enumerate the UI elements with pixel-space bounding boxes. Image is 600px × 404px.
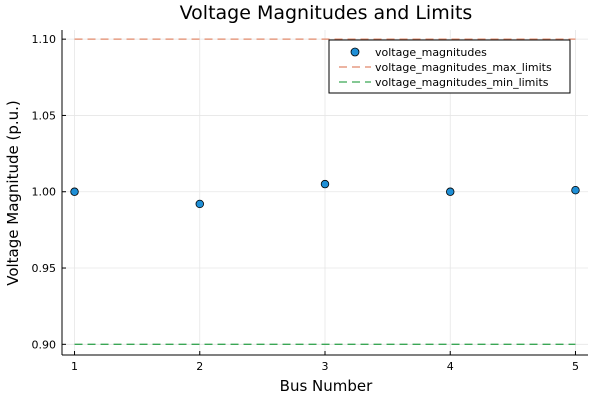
y-tick-label: 1.10 bbox=[32, 33, 57, 46]
chart-title: Voltage Magnitudes and Limits bbox=[180, 2, 473, 24]
y-tick-label: 1.05 bbox=[32, 109, 57, 122]
data-point bbox=[70, 187, 79, 196]
y-tick-label: 0.95 bbox=[32, 262, 57, 275]
x-tick-label: 4 bbox=[447, 360, 454, 373]
x-tick-label: 3 bbox=[322, 360, 329, 373]
x-axis-title: Bus Number bbox=[280, 377, 373, 395]
y-axis-title: Voltage Magnitude (p.u.) bbox=[4, 100, 22, 286]
x-tick-label: 1 bbox=[71, 360, 78, 373]
data-point bbox=[195, 199, 204, 209]
legend-label: voltage_magnitudes bbox=[375, 46, 487, 59]
data-point bbox=[571, 186, 580, 195]
data-point bbox=[320, 179, 330, 189]
legend-swatch-marker bbox=[350, 47, 360, 57]
x-tick-label: 5 bbox=[572, 360, 579, 373]
legend: voltage_magnitudes voltage_magnitudes_max… bbox=[328, 39, 571, 94]
axes-layer: 1 2 3 4 5 0.90 0.95 1.00 1.05 1.10 bbox=[32, 30, 588, 373]
legend-label: voltage_magnitudes_min_limits bbox=[375, 76, 549, 89]
y-tick-label: 0.90 bbox=[32, 338, 57, 351]
series-layer bbox=[70, 38, 580, 345]
legend-label: voltage_magnitudes_max_limits bbox=[375, 61, 552, 74]
x-tick-label: 2 bbox=[196, 360, 203, 373]
data-point bbox=[446, 187, 455, 196]
y-tick-label: 1.00 bbox=[32, 186, 57, 199]
